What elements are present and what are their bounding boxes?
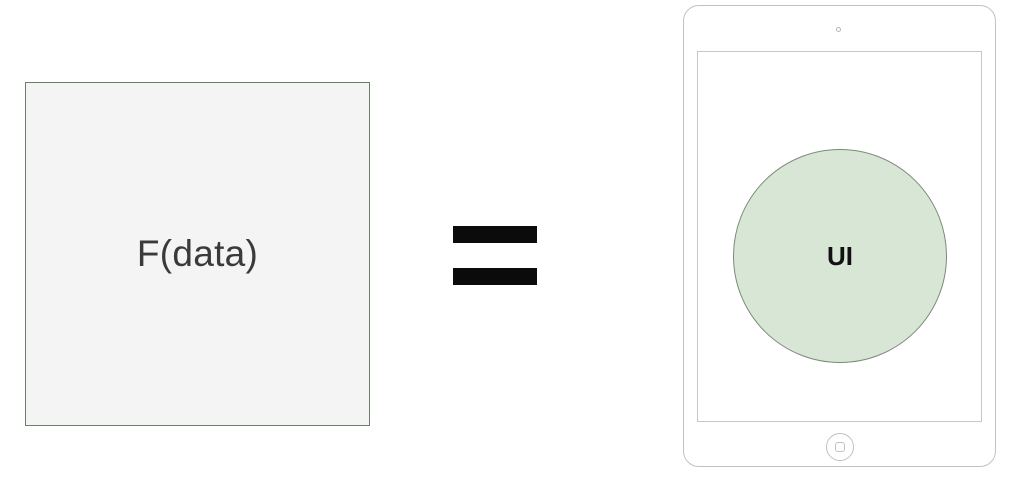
ui-label: UI — [827, 240, 853, 271]
home-button-icon — [826, 433, 854, 461]
tablet-screen: UI — [697, 51, 982, 422]
function-label: F(data) — [136, 233, 259, 274]
equals-bar-top — [453, 226, 537, 243]
home-button-square — [835, 442, 845, 452]
function-box: F(data) — [25, 82, 370, 426]
equals-icon — [453, 226, 537, 286]
equals-bar-bottom — [453, 268, 537, 285]
ui-circle: UI — [733, 149, 947, 363]
camera-icon — [836, 27, 841, 32]
tablet-device: UI — [683, 5, 996, 467]
